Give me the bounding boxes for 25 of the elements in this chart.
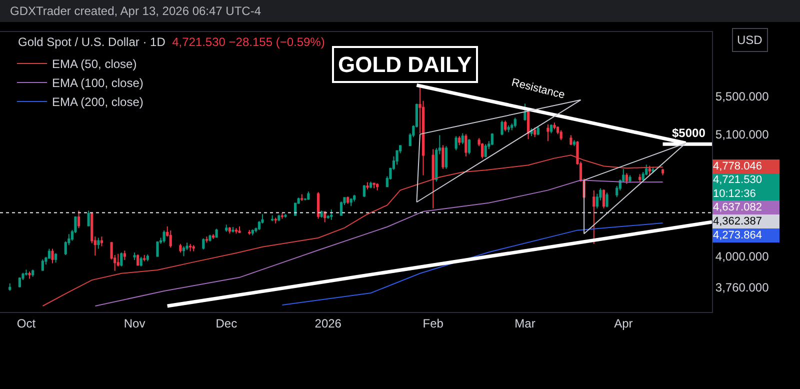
- chart-subtitle: Gold Spot / U.S. Dollar · 1D: [18, 35, 166, 49]
- text: GDXTrader created, Apr 13, 2026 06:47 UTC-4: [10, 4, 262, 18]
- x-tick-label: Feb: [422, 316, 444, 330]
- annotation: 4,721.530 −28.155 (−0.59%): [172, 35, 325, 49]
- text: USD: [737, 33, 763, 47]
- ref-line-label: 4,362.387: [713, 216, 762, 228]
- annotation: 4,721.530 10:12:36: [713, 174, 762, 200]
- annotation: $5000: [672, 126, 706, 140]
- y-tick-label: 5,100.000: [715, 127, 770, 142]
- x-tick-label: Mar: [514, 316, 536, 330]
- annotation: 4,778.046: [713, 160, 762, 172]
- annotation: 4,637.082: [713, 202, 762, 214]
- annotation: 4,273.864: [713, 230, 762, 242]
- text: GOLD DAILY: [338, 52, 472, 77]
- x-tick-label: 2026: [314, 316, 342, 330]
- x-tick-label: Oct: [16, 316, 36, 330]
- x-tick-label: Nov: [124, 316, 146, 330]
- legend-label: EMA (200, close): [52, 95, 144, 110]
- y-tick-label: 5,500.000: [715, 89, 770, 104]
- x-tick-label: Apr: [614, 316, 633, 330]
- y-tick-label: 3,760.000: [715, 280, 770, 295]
- legend-label: EMA (50, close): [52, 57, 137, 72]
- legend-label: EMA (100, close): [52, 76, 144, 90]
- x-tick-label: Dec: [216, 316, 238, 330]
- y-tick-label: 4,000.000: [715, 249, 770, 264]
